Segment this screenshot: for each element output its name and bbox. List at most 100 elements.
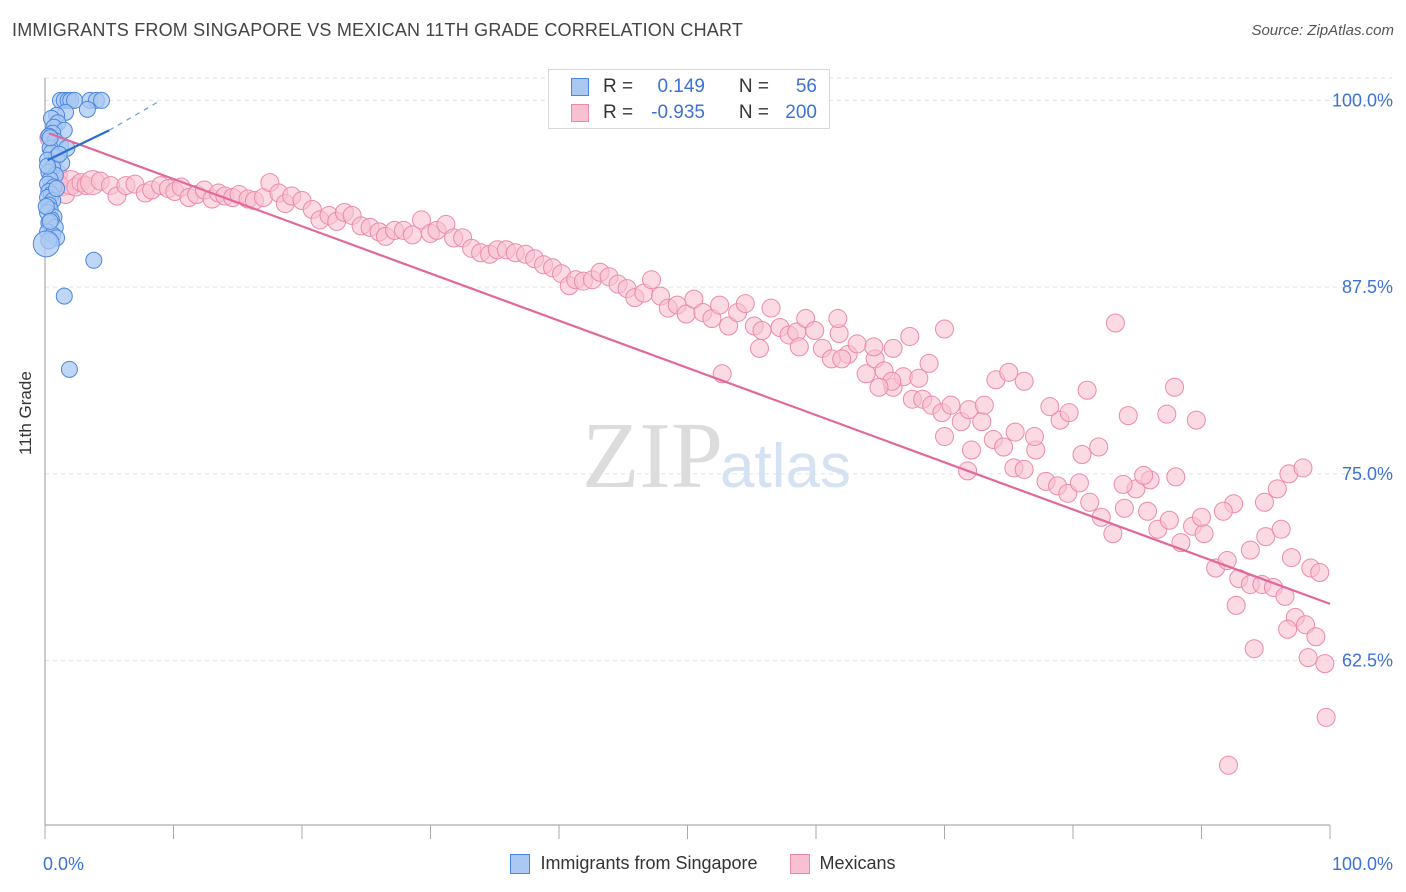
data-point-mexicans xyxy=(1024,427,1044,447)
legend-swatch-pink xyxy=(789,853,810,874)
data-point-mexicans xyxy=(805,320,825,340)
x-tick-labels: 0.0% 100.0% xyxy=(43,854,1393,874)
data-point-mexicans xyxy=(935,427,954,447)
legend-item-mexicans: Mexicans xyxy=(789,853,896,874)
data-point-mexicans xyxy=(710,295,730,315)
y-tick-label: 100.0% xyxy=(1332,90,1393,110)
data-point-mexicans xyxy=(1069,473,1089,493)
data-point-mexicans xyxy=(1159,510,1179,530)
legend-n-label: N = xyxy=(738,102,769,123)
data-point-mexicans xyxy=(1113,474,1133,494)
data-point-mexicans xyxy=(1218,755,1238,775)
data-point-mexicans xyxy=(761,298,781,318)
data-point-mexicans xyxy=(1306,627,1326,647)
data-point-mexicans xyxy=(1105,313,1125,333)
correlation-legend: R = 0.149 N = 56 R = -0.935 N = 200 xyxy=(548,69,830,129)
legend-n-value: 200 xyxy=(785,102,817,123)
data-point-mexicans xyxy=(1310,563,1330,583)
data-point-mexicans xyxy=(1072,444,1092,464)
y-tick-label: 75.0% xyxy=(1342,464,1393,484)
data-point-singapore xyxy=(37,197,55,215)
legend-swatch-blue xyxy=(571,78,589,96)
data-point-singapore xyxy=(48,180,66,198)
legend-r-value: -0.935 xyxy=(651,102,705,123)
data-point-mexicans xyxy=(1293,458,1313,478)
y-tick-label: 62.5% xyxy=(1342,651,1393,671)
data-point-mexicans xyxy=(1014,371,1034,391)
data-point-mexicans xyxy=(864,337,884,357)
trend-line-mexicans xyxy=(48,132,1331,605)
data-point-mexicans xyxy=(1089,437,1109,457)
watermark-zip: ZIP xyxy=(582,404,723,508)
data-point-mexicans xyxy=(994,437,1014,457)
series-legend: Immigrants from Singapore Mexicans xyxy=(0,853,1406,874)
data-point-singapore xyxy=(55,287,73,305)
data-point-mexicans xyxy=(752,320,772,340)
data-point-mexicans xyxy=(1166,467,1186,487)
data-point-mexicans xyxy=(1165,377,1185,397)
chart-title: IMMIGRANTS FROM SINGAPORE VS MEXICAN 11T… xyxy=(12,20,744,40)
data-point-mexicans xyxy=(1192,507,1211,527)
data-point-mexicans xyxy=(1138,501,1158,521)
data-point-mexicans xyxy=(1040,397,1060,417)
data-point-mexicans xyxy=(1186,410,1206,430)
data-point-mexicans xyxy=(1271,519,1291,539)
trend-line-singapore xyxy=(47,129,110,162)
data-point-mexicans xyxy=(719,316,739,336)
legend-r-label: R = xyxy=(603,76,634,97)
trend-line-singapore-extension xyxy=(108,99,161,131)
watermark-atlas: atlas xyxy=(720,432,851,501)
data-point-mexicans xyxy=(1267,479,1287,499)
data-point-singapore xyxy=(60,360,78,378)
data-point-mexicans xyxy=(828,309,848,329)
data-point-mexicans xyxy=(1059,403,1079,423)
x-tick-label: 0.0% xyxy=(43,854,84,874)
data-point-singapore xyxy=(41,212,59,230)
data-point-mexicans xyxy=(642,270,662,290)
data-point-mexicans xyxy=(883,338,903,358)
data-point-mexicans xyxy=(1114,498,1134,518)
data-point-mexicans xyxy=(935,319,954,339)
legend-row-singapore: R = 0.149 N = 56 xyxy=(571,75,817,99)
data-point-mexicans xyxy=(1194,524,1214,544)
data-point-mexicans xyxy=(900,326,920,346)
data-point-mexicans xyxy=(1256,527,1276,547)
legend-swatch-pink xyxy=(571,104,589,122)
data-point-mexicans xyxy=(909,368,929,388)
data-point-mexicans xyxy=(999,362,1019,382)
legend-r-value: 0.149 xyxy=(657,76,705,97)
data-point-singapore xyxy=(93,91,111,109)
legend-n-label: N = xyxy=(738,76,769,97)
data-point-mexicans xyxy=(1226,595,1246,615)
data-point-mexicans xyxy=(735,294,755,314)
legend-n-value: 56 xyxy=(795,76,817,97)
data-point-singapore xyxy=(85,251,103,269)
data-point-mexicans xyxy=(1298,648,1318,668)
data-point-mexicans xyxy=(961,440,981,460)
data-point-mexicans xyxy=(1077,380,1097,400)
data-point-mexicans xyxy=(749,338,769,358)
data-point-mexicans xyxy=(847,334,867,354)
data-point-mexicans xyxy=(919,353,939,373)
data-point-mexicans xyxy=(1213,501,1233,521)
data-point-mexicans xyxy=(1014,459,1034,479)
data-point-mexicans xyxy=(1240,540,1260,560)
data-point-mexicans xyxy=(1244,639,1264,659)
data-point-mexicans xyxy=(1080,492,1100,512)
trend-lines xyxy=(47,99,1331,605)
series-singapore xyxy=(32,91,111,378)
data-point-mexicans xyxy=(1316,707,1336,727)
data-point-singapore xyxy=(39,157,57,175)
data-point-mexicans xyxy=(832,349,852,369)
legend-item-singapore: Immigrants from Singapore xyxy=(510,853,758,874)
data-point-mexicans xyxy=(1157,404,1177,424)
data-point-mexicans xyxy=(1278,619,1298,639)
data-point-mexicans xyxy=(1118,406,1138,426)
data-point-mexicans xyxy=(941,395,961,415)
legend-label-mexicans: Mexicans xyxy=(819,853,896,873)
data-point-mexicans xyxy=(1254,492,1274,512)
legend-r-label: R = xyxy=(603,102,634,123)
data-point-mexicans xyxy=(1281,548,1301,568)
y-tick-labels: 62.5% 75.0% 87.5% 100.0% xyxy=(1332,90,1393,670)
